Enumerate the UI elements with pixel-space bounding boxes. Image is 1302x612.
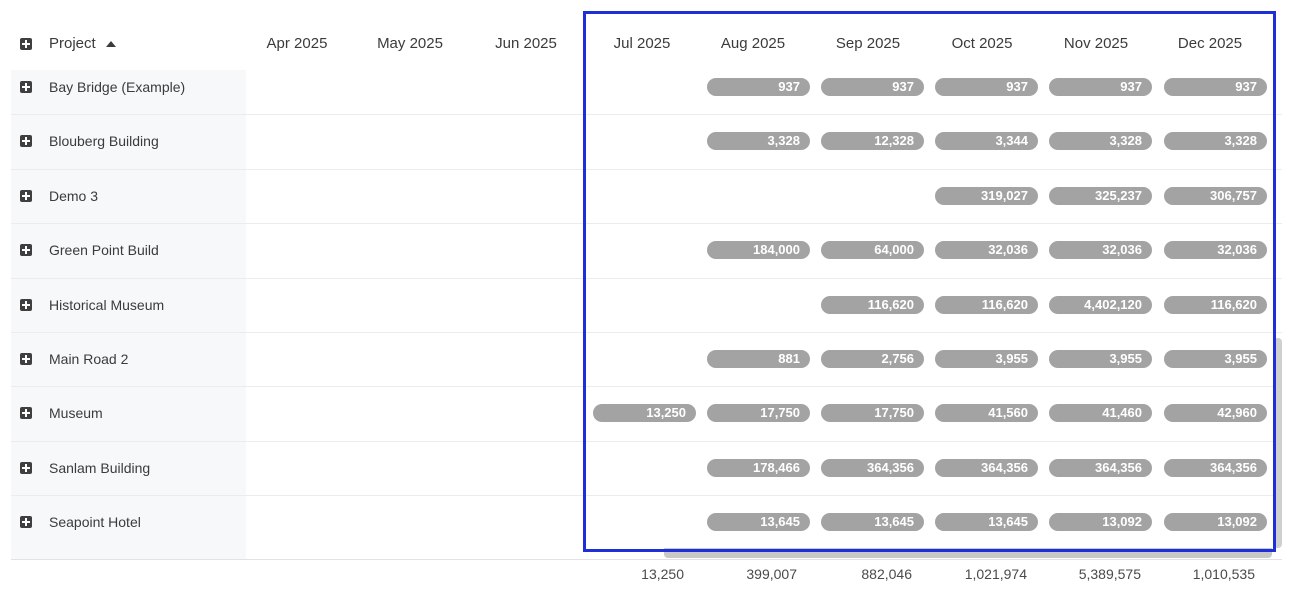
project-name[interactable]: Green Point Build xyxy=(49,242,159,259)
value-pill[interactable]: 184,000 xyxy=(707,241,810,260)
row-divider xyxy=(11,495,1282,497)
value-pill[interactable]: 116,620 xyxy=(821,295,924,314)
expand-row-icon[interactable] xyxy=(20,353,32,365)
project-name[interactable]: Bay Bridge (Example) xyxy=(49,79,186,95)
project-column-header[interactable]: Project xyxy=(49,35,96,52)
project-name[interactable]: Blouberg Building xyxy=(49,133,159,150)
month-header[interactable]: Jun 2025 xyxy=(495,35,557,52)
value-pill[interactable]: 116,620 xyxy=(1164,295,1267,314)
month-header[interactable]: Jul 2025 xyxy=(613,35,671,52)
value-pill[interactable]: 64,000 xyxy=(821,241,924,260)
value-pill[interactable]: 937 xyxy=(707,78,810,96)
month-header[interactable]: Aug 2025 xyxy=(720,35,786,52)
project-name[interactable]: Main Road 2 xyxy=(49,351,129,367)
row-divider xyxy=(11,332,1282,333)
expand-row-icon[interactable] xyxy=(20,189,32,202)
project-name[interactable]: Seapoint Hotel xyxy=(49,514,141,531)
expand-row-icon[interactable] xyxy=(20,244,32,257)
horizontal-scrollbar[interactable] xyxy=(664,548,1272,558)
value-pill[interactable]: 178,466 xyxy=(707,458,810,477)
row-divider xyxy=(11,114,1282,116)
sort-ascending-icon[interactable] xyxy=(106,41,116,47)
value-pill[interactable]: 4,402,120 xyxy=(1049,295,1152,314)
value-pill[interactable]: 12,328 xyxy=(821,132,924,151)
month-header[interactable]: Sep 2025 xyxy=(835,35,901,52)
value-pill[interactable]: 13,250 xyxy=(593,404,696,423)
value-pill[interactable]: 13,092 xyxy=(1164,513,1267,532)
expand-all-icon[interactable] xyxy=(20,38,32,50)
row-divider xyxy=(11,386,1282,388)
value-pill[interactable]: 3,328 xyxy=(1164,132,1267,151)
value-pill[interactable]: 364,356 xyxy=(935,458,1038,477)
expand-row-icon[interactable] xyxy=(20,516,32,529)
month-header[interactable]: Dec 2025 xyxy=(1177,35,1243,52)
value-pill[interactable]: 32,036 xyxy=(1049,241,1152,260)
value-pill[interactable]: 319,027 xyxy=(935,186,1038,205)
expand-row-icon[interactable] xyxy=(20,298,32,311)
row-divider xyxy=(11,440,1282,442)
value-pill[interactable]: 3,955 xyxy=(1164,350,1267,368)
value-pill[interactable]: 32,036 xyxy=(935,241,1038,260)
column-total: 5,389,575 xyxy=(1078,566,1141,582)
value-pill[interactable]: 32,036 xyxy=(1164,241,1267,260)
row-divider xyxy=(11,168,1282,170)
vertical-scrollbar[interactable] xyxy=(1273,338,1282,548)
project-name[interactable]: Historical Museum xyxy=(49,296,165,313)
value-pill[interactable]: 3,344 xyxy=(935,132,1038,151)
value-pill[interactable]: 306,757 xyxy=(1164,186,1267,205)
value-pill[interactable]: 937 xyxy=(1049,78,1152,96)
row-divider xyxy=(11,223,1282,225)
value-pill[interactable]: 41,560 xyxy=(935,404,1038,423)
project-name[interactable]: Demo 3 xyxy=(49,187,99,204)
value-pill[interactable]: 3,328 xyxy=(1049,132,1152,151)
expand-row-icon[interactable] xyxy=(20,407,32,420)
project-column-background xyxy=(11,70,246,559)
value-pill[interactable]: 3,955 xyxy=(1049,350,1152,368)
value-pill[interactable]: 3,328 xyxy=(707,132,810,151)
totals-divider xyxy=(11,559,1282,560)
month-header[interactable]: Apr 2025 xyxy=(266,35,328,52)
column-total: 13,250 xyxy=(641,566,684,582)
row-divider xyxy=(11,277,1282,279)
column-total: 1,021,974 xyxy=(964,566,1027,582)
value-pill[interactable]: 13,645 xyxy=(935,513,1038,532)
project-name[interactable]: Museum xyxy=(49,405,103,422)
column-total: 882,046 xyxy=(861,566,912,582)
month-header[interactable]: Oct 2025 xyxy=(951,35,1013,52)
value-pill[interactable]: 325,237 xyxy=(1049,186,1152,205)
value-pill[interactable]: 364,356 xyxy=(1164,458,1267,477)
column-total: 399,007 xyxy=(746,566,797,582)
value-pill[interactable]: 937 xyxy=(1164,78,1267,96)
value-pill[interactable]: 364,356 xyxy=(821,458,924,477)
expand-row-icon[interactable] xyxy=(20,461,32,474)
value-pill[interactable]: 13,645 xyxy=(821,513,924,532)
value-pill[interactable]: 42,960 xyxy=(1164,404,1267,423)
value-pill[interactable]: 881 xyxy=(707,350,810,368)
column-total: 1,010,535 xyxy=(1192,566,1255,582)
value-pill[interactable]: 17,750 xyxy=(821,404,924,423)
month-header[interactable]: May 2025 xyxy=(377,35,443,52)
value-pill[interactable]: 116,620 xyxy=(935,295,1038,314)
project-name[interactable]: Sanlam Building xyxy=(49,459,151,476)
value-pill[interactable]: 13,645 xyxy=(707,513,810,532)
value-pill[interactable]: 937 xyxy=(935,78,1038,96)
value-pill[interactable]: 41,460 xyxy=(1049,404,1152,423)
value-pill[interactable]: 13,092 xyxy=(1049,513,1152,532)
value-pill[interactable]: 17,750 xyxy=(707,404,810,423)
expand-row-icon[interactable] xyxy=(20,81,32,93)
value-pill[interactable]: 2,756 xyxy=(821,350,924,368)
value-pill[interactable]: 3,955 xyxy=(935,350,1038,368)
value-pill[interactable]: 937 xyxy=(821,78,924,96)
expand-row-icon[interactable] xyxy=(20,135,32,148)
month-header[interactable]: Nov 2025 xyxy=(1063,35,1129,52)
value-pill[interactable]: 364,356 xyxy=(1049,458,1152,477)
